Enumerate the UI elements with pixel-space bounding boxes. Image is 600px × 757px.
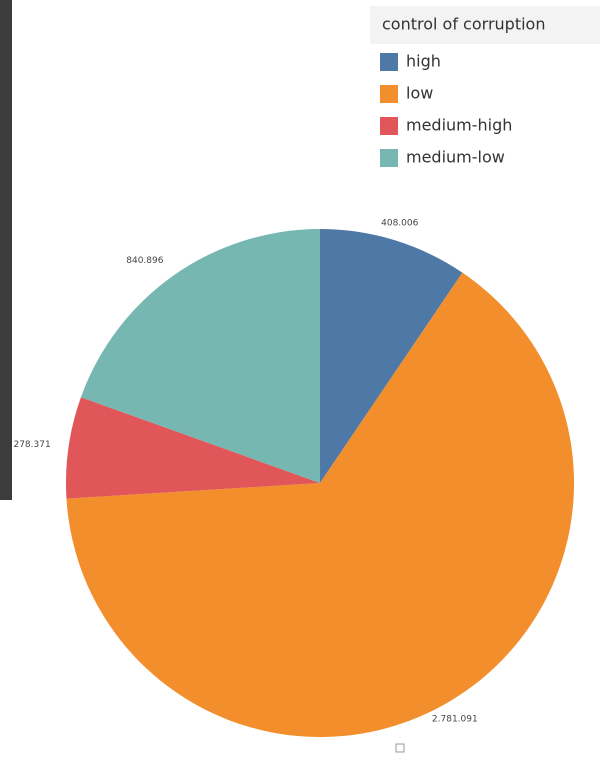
legend-swatch [380,117,398,135]
legend-swatch [380,53,398,71]
icon [395,743,405,753]
pie-slice [66,272,575,737]
pie-slice [320,229,463,483]
legend-header [370,6,600,44]
pie-slice [80,229,320,483]
legend-label: medium-low [406,148,505,167]
legend-title: control of corruption [382,15,545,34]
value-label: 278.371 [13,440,50,450]
value-label: 2.781.091 [432,715,478,725]
legend-swatch [380,85,398,103]
background-photo-edge [0,0,12,500]
legend-label: medium-high [406,116,512,135]
legend-label: high [406,52,441,71]
legend-label: low [406,84,433,103]
value-label: 840.896 [126,256,163,266]
legend-swatch [380,149,398,167]
pie-slice [66,397,321,499]
value-label: 408.006 [381,218,418,228]
